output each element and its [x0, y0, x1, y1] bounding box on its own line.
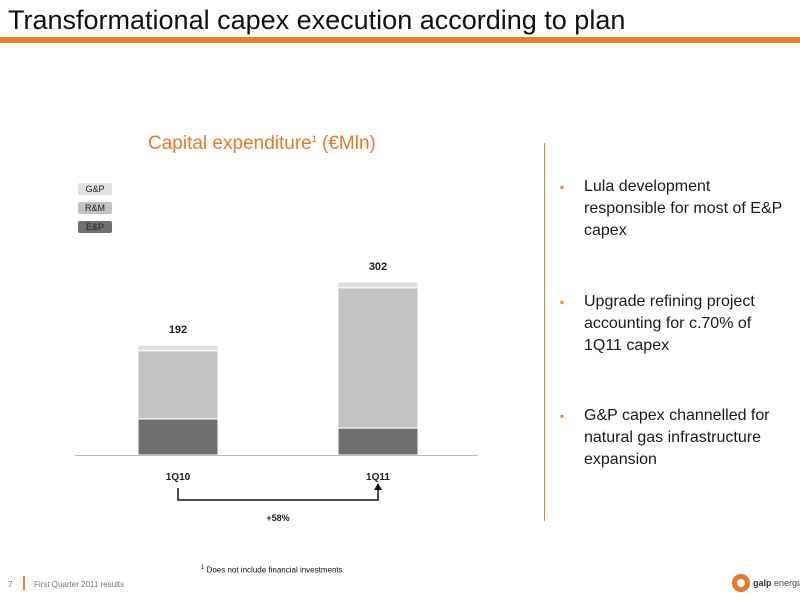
footnote-text: Does not include financial investments [204, 565, 343, 575]
growth-label: +58% [266, 513, 289, 523]
chart-title-unit: (€Mln) [322, 133, 376, 154]
bullet-marker: ▪ [560, 180, 565, 194]
legend-item-gp: G&P [78, 183, 112, 195]
galp-logo: galp energia [732, 573, 800, 595]
logo-suffix: energia [774, 578, 800, 588]
page-number: 7 [8, 580, 13, 589]
bullet-text: Upgrade refining project accounting for … [584, 293, 755, 354]
footer-text: First Quarter 2011 results [34, 580, 125, 589]
x-tick-label: 1Q11 [366, 472, 390, 483]
growth-arrowhead [374, 483, 382, 490]
galp-logo-icon [732, 574, 750, 592]
bullet-text: Lula development responsible for most of… [584, 178, 783, 239]
legend-item-rm: R&M [78, 202, 112, 214]
growth-bracket [177, 488, 379, 501]
bullet-item: ▪ G&P capex channelled for natural gas i… [560, 405, 790, 471]
x-tick-label: 1Q10 [166, 472, 191, 483]
title-divider [0, 37, 800, 43]
bullet-item: ▪ Lula development responsible for most … [560, 176, 790, 242]
bullet-marker: ▪ [560, 409, 565, 423]
chart-title-footnote-marker: 1 [311, 134, 317, 144]
galp-logo-text: galp energia [753, 578, 800, 588]
bar-ep [337, 427, 419, 456]
bullet-item: ▪ Upgrade refining project accounting fo… [560, 291, 790, 357]
legend-item-ep: E&P [78, 221, 112, 233]
bullet-text: G&P capex channelled for natural gas inf… [584, 407, 770, 468]
chart-title-text: Capital expenditure [148, 133, 312, 154]
bar-gp [337, 281, 419, 289]
footnote-marker: 1 [201, 565, 205, 571]
column-divider [544, 143, 545, 521]
footnote: 1 Does not include financial investments [201, 565, 343, 575]
bar-rm [337, 287, 419, 429]
bullet-marker: ▪ [560, 295, 565, 309]
page-title: Transformational capex execution accordi… [8, 5, 626, 35]
footer-divider [23, 576, 25, 590]
bar-ep [137, 418, 219, 456]
chart-title: Capital expenditure1 (€Mln) [148, 133, 376, 155]
bar-rm [137, 350, 219, 420]
bar-gp [137, 344, 219, 352]
total-label: 302 [369, 261, 387, 273]
total-label: 192 [169, 324, 187, 336]
logo-brand: galp [753, 578, 772, 588]
